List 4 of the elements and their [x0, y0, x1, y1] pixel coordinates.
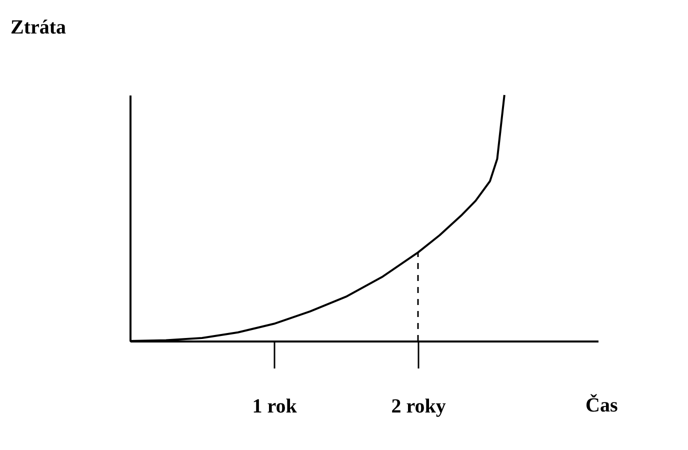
x-tick-label: 2 roky	[391, 396, 446, 418]
x-tick-label: 1 rok	[252, 396, 298, 418]
y-axis-title: Ztráta	[10, 16, 66, 38]
x-axis-title: Čas	[586, 394, 618, 416]
